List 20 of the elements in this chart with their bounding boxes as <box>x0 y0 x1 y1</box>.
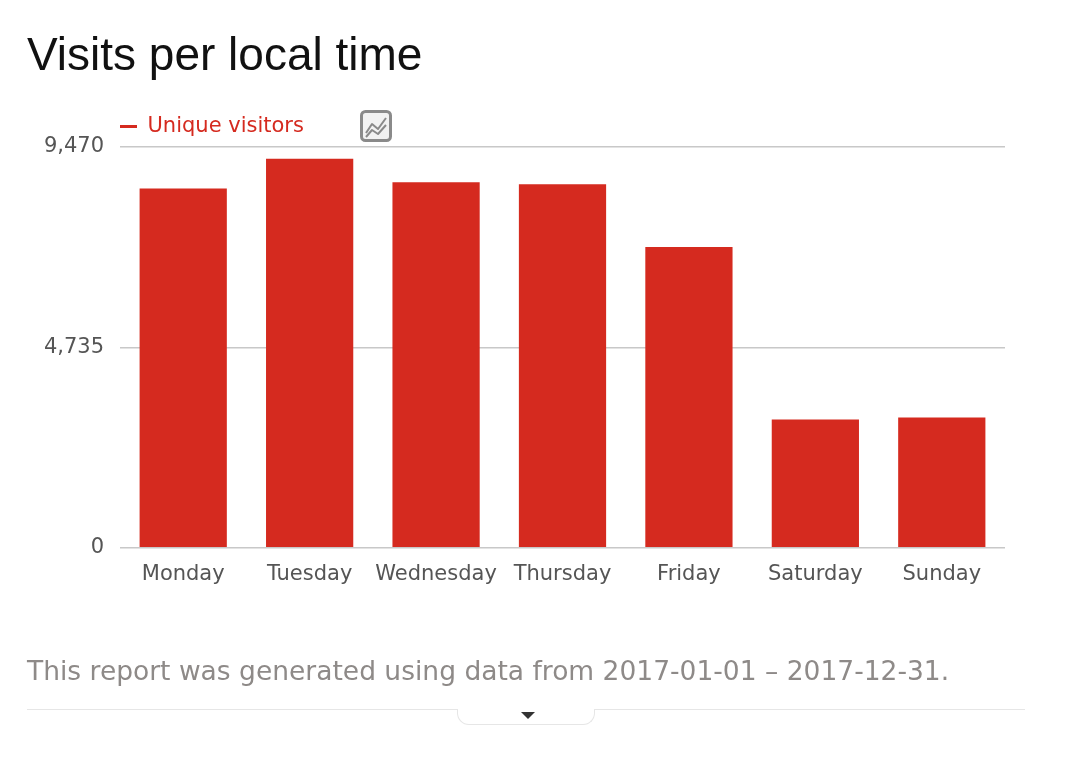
bar <box>771 419 859 548</box>
x-tick-label: Friday <box>657 560 721 585</box>
x-tick-label: Monday <box>141 560 225 585</box>
bar <box>518 184 607 548</box>
bar <box>139 188 227 548</box>
x-tick-label: Saturday <box>768 560 863 585</box>
x-tick-label: Wednesday <box>375 560 497 585</box>
x-tick-label: Sunday <box>902 560 982 585</box>
x-tick-label: Tuesday <box>265 560 353 585</box>
legend-label: Unique visitors <box>147 112 304 137</box>
bar <box>392 182 480 548</box>
bar <box>645 246 733 548</box>
y-tick-label: 9,470 <box>43 133 104 158</box>
text: This report was generated using data from 2017-01-01 – 2017-12-31. <box>27 655 950 687</box>
chart-title: Visits per local time <box>27 28 423 80</box>
y-tick-label: 0 <box>90 534 104 559</box>
bar <box>266 158 354 548</box>
y-tick-label: 4,735 <box>43 333 104 358</box>
x-tick-label: Thursday <box>512 560 612 585</box>
bar <box>898 417 986 548</box>
